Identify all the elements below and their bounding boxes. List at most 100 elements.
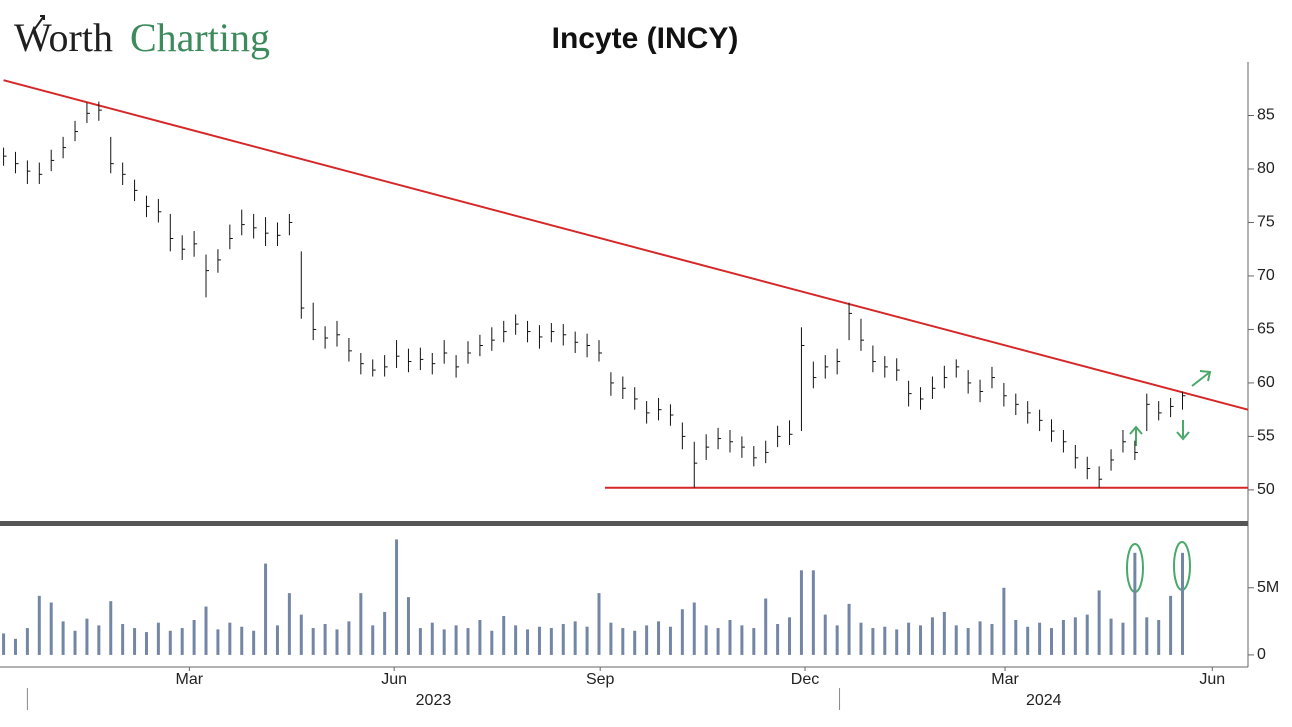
- volume-bar: [895, 629, 899, 655]
- volume-bar: [716, 628, 720, 655]
- x-tick-label: Mar: [991, 671, 1019, 688]
- volume-bar: [228, 622, 232, 655]
- y-tick-label: 60: [1257, 374, 1275, 391]
- x-tick-label: Jun: [381, 671, 407, 688]
- volume-bar: [2, 633, 6, 655]
- volume-bar: [502, 615, 506, 655]
- volume-bar: [204, 606, 208, 655]
- volume-bar: [597, 593, 601, 655]
- volume-bar: [359, 593, 363, 655]
- volume-bar: [168, 630, 172, 655]
- volume-bar: [25, 628, 29, 655]
- y-tick-label: 5M: [1257, 579, 1279, 596]
- arrow-diagonal: [1191, 370, 1212, 387]
- volume-bar: [966, 628, 970, 655]
- volume-bar: [1061, 620, 1065, 655]
- volume-bar: [549, 628, 553, 655]
- y-tick-label: 75: [1257, 214, 1275, 231]
- volume-bar: [311, 628, 315, 655]
- volume-bar: [73, 630, 77, 655]
- volume-bar: [275, 625, 279, 655]
- volume-bar: [835, 625, 839, 655]
- volume-bar: [97, 625, 101, 655]
- volume-bar: [442, 629, 446, 655]
- volume-bar: [192, 620, 196, 655]
- logo-arrow: [33, 15, 45, 31]
- volume-bar: [788, 617, 792, 655]
- volume-bar: [823, 614, 827, 655]
- volume-bar: [930, 617, 934, 655]
- volume-bar: [561, 624, 565, 655]
- volume-bar: [490, 630, 494, 655]
- volume-bar: [37, 595, 41, 655]
- volume-bar: [144, 632, 148, 655]
- volume-bar: [299, 614, 303, 655]
- y-tick-label: 70: [1257, 267, 1275, 284]
- volume-bar: [1038, 622, 1042, 655]
- volume-bar: [609, 622, 613, 655]
- volume-bar: [323, 624, 327, 655]
- x-tick-label: Jun: [1199, 671, 1225, 688]
- volume-bar: [657, 621, 661, 655]
- volume-bar: [1109, 618, 1113, 655]
- y-tick-label: 0: [1257, 646, 1266, 663]
- volume-bar: [740, 625, 744, 655]
- volume-bar: [1026, 626, 1030, 655]
- volume-bar: [728, 620, 732, 655]
- annotations: [1126, 370, 1212, 593]
- panel-divider: [0, 521, 1248, 526]
- volume-bar: [621, 628, 625, 655]
- volume-bar: [1181, 552, 1185, 655]
- volume-bar: [799, 570, 803, 655]
- volume-bar: [156, 622, 160, 655]
- volume-bar: [883, 626, 887, 655]
- arrow-down: [1176, 420, 1190, 441]
- year-label: 2024: [1026, 692, 1062, 709]
- x-tick-label: Mar: [176, 671, 204, 688]
- logo: Worth Charting: [14, 15, 270, 60]
- volume-bar: [383, 611, 387, 655]
- y-tick-label: 85: [1257, 107, 1275, 124]
- volume-bar: [764, 598, 768, 655]
- volume-bar: [859, 622, 863, 655]
- volume-bar: [406, 597, 410, 655]
- trend-line: [3, 79, 1249, 411]
- volume-bar: [645, 625, 649, 655]
- volume-bar: [430, 622, 434, 655]
- y-tick-label: 50: [1257, 481, 1275, 498]
- volume-bar: [526, 629, 530, 655]
- volume-bar: [811, 570, 815, 655]
- volume-bar: [954, 625, 958, 655]
- logo-first: Worth: [14, 15, 113, 60]
- volume-bar: [1014, 620, 1018, 655]
- volume-bar: [371, 625, 375, 655]
- volume-bar: [537, 626, 541, 655]
- volume-bar: [287, 593, 291, 655]
- x-tick-label: Sep: [586, 671, 615, 688]
- y-tick-label: 55: [1257, 428, 1275, 445]
- volume-bar: [1157, 620, 1161, 655]
- volume-bar: [133, 628, 137, 655]
- volume-bar: [335, 629, 339, 655]
- volume-bar: [121, 624, 125, 655]
- volume-bar: [847, 603, 851, 655]
- volume-bar: [454, 625, 458, 655]
- volume-bar: [216, 629, 220, 655]
- volume-bar: [573, 621, 577, 655]
- volume-bar: [704, 625, 708, 655]
- volume-bar: [61, 621, 65, 655]
- volume-bar: [264, 563, 268, 655]
- volume-bar: [395, 539, 399, 655]
- volume-bar: [347, 621, 351, 655]
- y-tick-label: 80: [1257, 160, 1275, 177]
- volume-bar: [252, 630, 256, 655]
- volume-bar: [692, 602, 696, 655]
- volume-bar: [1121, 622, 1125, 655]
- volume-bar: [1145, 617, 1149, 655]
- logo-second: Charting: [130, 15, 270, 60]
- volume-bar: [49, 602, 53, 655]
- volume-bar: [85, 618, 89, 655]
- volume-bar: [907, 622, 911, 655]
